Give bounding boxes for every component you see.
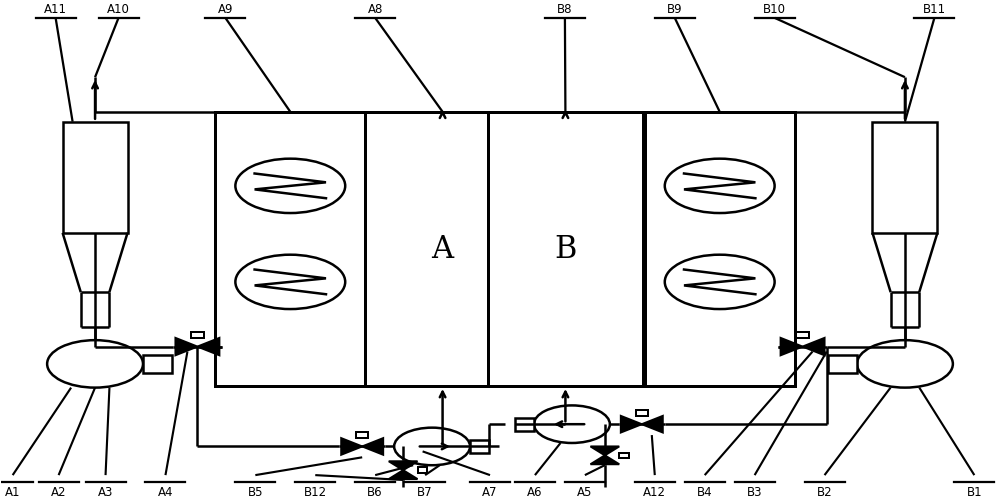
Bar (356, 432, 368, 438)
Text: B4: B4 (697, 484, 713, 497)
Text: A12: A12 (643, 484, 666, 497)
Bar (191, 332, 204, 338)
Text: B9: B9 (667, 4, 683, 17)
Text: A6: A6 (527, 484, 543, 497)
Text: B6: B6 (367, 484, 383, 497)
Polygon shape (197, 338, 219, 356)
Polygon shape (341, 438, 362, 455)
Polygon shape (803, 338, 825, 356)
Text: A: A (432, 234, 454, 265)
Text: A11: A11 (44, 4, 67, 17)
Bar (796, 332, 809, 338)
Bar (365, 113, 520, 386)
Text: A8: A8 (367, 4, 383, 17)
Text: B2: B2 (817, 484, 832, 497)
Polygon shape (389, 470, 418, 479)
Text: A4: A4 (158, 484, 173, 497)
Bar (636, 410, 648, 416)
Text: B3: B3 (747, 484, 762, 497)
Bar (645, 113, 795, 386)
Text: A2: A2 (51, 484, 66, 497)
Bar (470, 440, 489, 453)
Text: B10: B10 (763, 4, 786, 17)
Text: B12: B12 (304, 484, 327, 497)
Polygon shape (642, 416, 663, 433)
Polygon shape (389, 461, 418, 470)
Bar (515, 418, 534, 431)
Text: B: B (554, 234, 577, 265)
Polygon shape (590, 455, 619, 464)
Polygon shape (590, 446, 619, 455)
Bar (619, 453, 629, 458)
Text: A10: A10 (107, 4, 130, 17)
Text: B7: B7 (417, 484, 433, 497)
Bar (488, 113, 643, 386)
Text: B5: B5 (248, 484, 263, 497)
Text: A1: A1 (5, 484, 20, 497)
Polygon shape (621, 416, 642, 433)
Text: A3: A3 (98, 484, 113, 497)
Polygon shape (781, 338, 803, 356)
Bar (63, 122, 128, 233)
Text: A9: A9 (218, 4, 233, 17)
Polygon shape (175, 338, 197, 356)
Polygon shape (362, 438, 383, 455)
Bar (872, 122, 937, 233)
Bar (143, 355, 172, 373)
Text: A5: A5 (577, 484, 593, 497)
Bar (828, 355, 857, 373)
Bar (215, 113, 365, 386)
Text: A7: A7 (482, 484, 498, 497)
Text: B1: B1 (967, 484, 982, 497)
Text: B11: B11 (923, 4, 946, 17)
Text: B8: B8 (557, 4, 573, 17)
Bar (418, 467, 427, 473)
